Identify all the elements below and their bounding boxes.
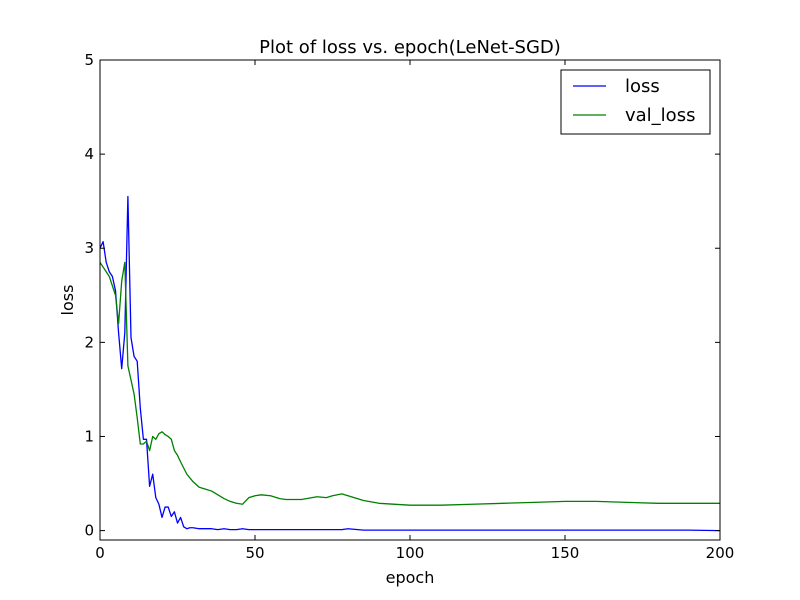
x-tick-label: 0 <box>95 544 105 562</box>
legend-label-val-loss: val_loss <box>625 105 695 126</box>
y-tick-label: 3 <box>84 239 94 257</box>
x-axis-label: epoch <box>386 568 435 587</box>
x-tick-label: 50 <box>245 544 264 562</box>
legend-label-loss: loss <box>625 76 660 97</box>
y-tick-label: 0 <box>84 522 94 540</box>
y-tick-label: 5 <box>84 51 94 69</box>
y-axis-label: loss <box>58 285 77 316</box>
series-line-loss <box>99 195 721 532</box>
x-tick-label: 100 <box>396 544 425 562</box>
x-tick-label: 150 <box>551 544 580 562</box>
chart-title: Plot of loss vs. epoch(LeNet-SGD) <box>259 37 561 58</box>
y-tick-label: 4 <box>84 145 94 163</box>
x-tick-label: 200 <box>706 544 735 562</box>
y-tick-label: 2 <box>84 333 94 351</box>
series-line-val-loss <box>99 261 720 506</box>
y-tick-label: 1 <box>84 427 94 445</box>
legend: loss val_loss <box>560 69 711 135</box>
legend-box <box>560 69 711 135</box>
